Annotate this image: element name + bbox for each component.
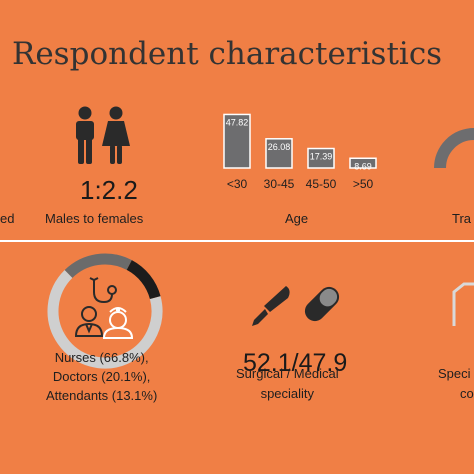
speciality-line-2: speciality [260,386,315,401]
age-category-0: <30 [227,177,248,191]
donut-slice-attendants [126,260,161,300]
cadre-line-nurses: Nurses (66.8%), [54,350,149,365]
cadre-donut-chart [47,253,163,369]
right-cut-label: Tra [452,211,472,226]
donut-slice-nurses [47,270,163,369]
age-bar-3 [349,157,377,169]
age-bar-2 [307,147,335,169]
gender-caption: Males to females [45,211,144,226]
age-bar-value-0: 47.82 [226,117,249,127]
age-category-3: >50 [353,177,374,191]
stethoscope-icon [89,277,117,304]
right-cut-line-1: Speci [438,366,471,381]
age-category-2: 45-50 [306,177,337,191]
scalpel-icon [252,286,290,326]
building-icon [452,282,474,326]
cadre-labels: Nurses (66.8%), Doctors (20.1%), Attenda… [46,348,157,405]
age-category-1: 30-45 [264,177,295,191]
male-female-icon [76,106,130,164]
age-bar-0 [223,113,251,169]
age-bar-value-1: 26.08 [268,142,291,152]
speciality-labels: Surgical / Medical speciality [236,364,339,404]
nurse-icon [102,307,134,339]
capsule-icon [304,286,340,322]
page-title: Respondent characteristics [12,36,443,72]
speciality-line-1: Surgical / Medical [236,366,339,381]
age-bar-value-3: 8.69 [354,161,372,171]
section-divider [0,240,474,242]
age-bar-chart: 47.82 <30 26.08 30-45 17.39 45-50 8.69 >50 [223,113,377,191]
right-cut-line-2: co [460,386,474,401]
cadre-line-doctors: Doctors (20.1%), [52,369,151,384]
age-bar-value-2: 17.39 [310,152,333,162]
age-caption: Age [285,211,309,226]
gauge-icon [434,128,474,169]
gender-ratio: 1:2.2 [80,175,138,205]
doctor-icon [74,306,104,337]
age-bar-1 [265,138,293,169]
left-cut-label: ed [0,211,15,226]
donut-slice-doctors [64,253,132,279]
right-cut-labels: Speci co [438,364,474,404]
cadre-line-attendants: Attendants (13.1%) [46,388,158,403]
speciality-ratio: 52.1/47.9 [243,349,348,377]
